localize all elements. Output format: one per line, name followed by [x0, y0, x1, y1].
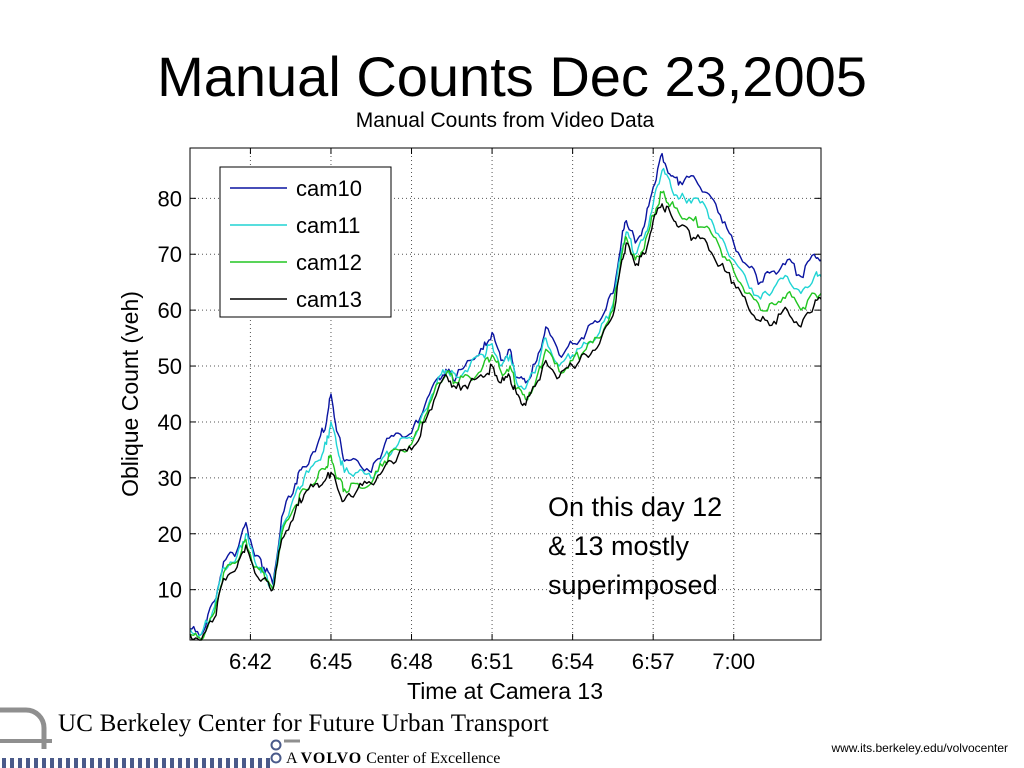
y-tick-label: 10 [158, 578, 182, 603]
legend: cam10 cam11 cam12 cam13 [219, 166, 392, 318]
legend-label-cam13: cam13 [296, 287, 362, 312]
x-tick-label: 7:00 [712, 649, 755, 674]
y-axis: 10 20 30 40 50 60 70 80 [158, 186, 821, 603]
y-tick-label: 60 [158, 298, 182, 323]
x-axis: 6:42 6:45 6:48 6:51 6:54 6:57 7:00 [229, 148, 755, 674]
x-tick-label: 6:57 [632, 649, 675, 674]
annotation-line: & 13 mostly [548, 531, 690, 561]
volvo-brand: VOLVO [300, 750, 363, 767]
chart-title: Manual Counts from Video Data [356, 109, 655, 132]
series-line-cam12 [189, 190, 822, 641]
series-line-cam10 [189, 152, 822, 637]
legend-label-cam12: cam12 [296, 250, 362, 275]
y-tick-label: 70 [158, 242, 182, 267]
x-tick-label: 6:45 [310, 649, 353, 674]
tagline-prefix: A [286, 750, 297, 767]
legend-label-cam10: cam10 [296, 176, 362, 201]
excellence-tagline: A VOLVO Center of Excellence [286, 750, 500, 768]
center-logo-icon [0, 707, 300, 768]
y-tick-label: 20 [158, 522, 182, 547]
plot-frame [189, 147, 822, 641]
x-tick-label: 6:48 [390, 649, 433, 674]
chart: Manual Counts from Video Data 10 20 30 40 50… [117, 109, 822, 700]
org-name: UC Berkeley Center for Future Urban Tran… [58, 710, 549, 737]
x-tick-label: 6:42 [229, 649, 272, 674]
footer-url: www.its.berkeley.edu/volvocenter [831, 741, 1008, 755]
y-tick-label: 50 [158, 354, 182, 379]
legend-box [219, 166, 392, 318]
annotation-line: On this day 12 [548, 492, 723, 522]
series-layer [189, 152, 822, 641]
legend-label-cam11: cam11 [296, 213, 360, 238]
y-tick-label: 40 [158, 410, 182, 435]
x-tick-label: 6:54 [551, 649, 594, 674]
x-axis-label: Time at Camera 13 [407, 678, 603, 700]
annotation-note: On this day 12 & 13 mostly superimposed [548, 488, 808, 605]
y-tick-label: 30 [158, 466, 182, 491]
y-tick-label: 80 [158, 186, 182, 211]
annotation-line: superimposed [548, 570, 718, 600]
slide-title: Manual Counts Dec 23,2005 [157, 45, 867, 108]
x-tick-label: 6:51 [471, 649, 514, 674]
series-line-cam13 [189, 203, 822, 641]
tagline-suffix: Center of Excellence [366, 750, 501, 767]
series-line-cam11 [189, 167, 822, 638]
y-axis-label: Oblique Count (veh) [117, 291, 143, 497]
